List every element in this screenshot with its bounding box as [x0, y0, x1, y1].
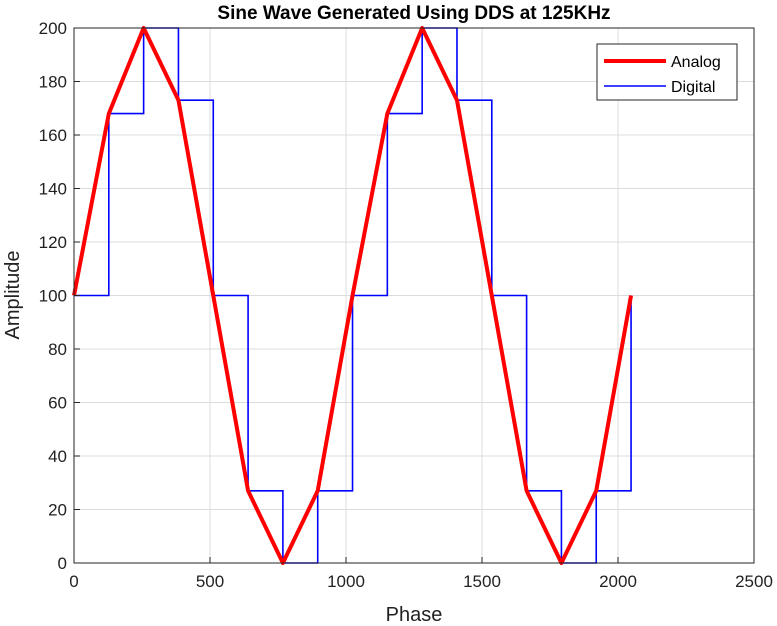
ticks-layer: 0 500 1000 1500 2000 2500 0 20 40 60 80 100 120 140 16… [39, 19, 773, 591]
x-tick-label: 2000 [599, 572, 637, 591]
y-tick-label: 120 [39, 233, 67, 252]
series-line-analog [72, 26, 634, 565]
legend-entry-analog: Analog [671, 54, 721, 71]
x-tick-label: 500 [196, 572, 224, 591]
x-tick-label: 1000 [327, 572, 365, 591]
chart-title: Sine Wave Generated Using DDS at 125KHz [217, 3, 610, 24]
x-axis-label: Phase [386, 604, 443, 626]
legend: Analog Digital [596, 43, 738, 101]
series-layer [72, 26, 634, 565]
grid [73, 27, 755, 564]
y-tick-label: 60 [48, 394, 67, 413]
y-tick-label: 40 [48, 447, 67, 466]
x-tick-label: 1500 [463, 572, 501, 591]
legend-box [596, 43, 738, 101]
y-tick-label: 160 [39, 126, 67, 145]
y-tick-label: 100 [39, 287, 67, 306]
x-tick-label: 0 [69, 572, 78, 591]
y-tick-label: 80 [48, 340, 67, 359]
y-tick-label: 180 [39, 73, 67, 92]
y-tick-label: 0 [58, 554, 67, 573]
x-tick-label: 2500 [735, 572, 773, 591]
y-tick-label: 200 [39, 19, 67, 38]
y-tick-label: 20 [48, 501, 67, 520]
y-tick-label: 140 [39, 180, 67, 199]
y-axis-label: Amplitude [2, 251, 24, 340]
legend-entry-digital: Digital [671, 79, 715, 96]
